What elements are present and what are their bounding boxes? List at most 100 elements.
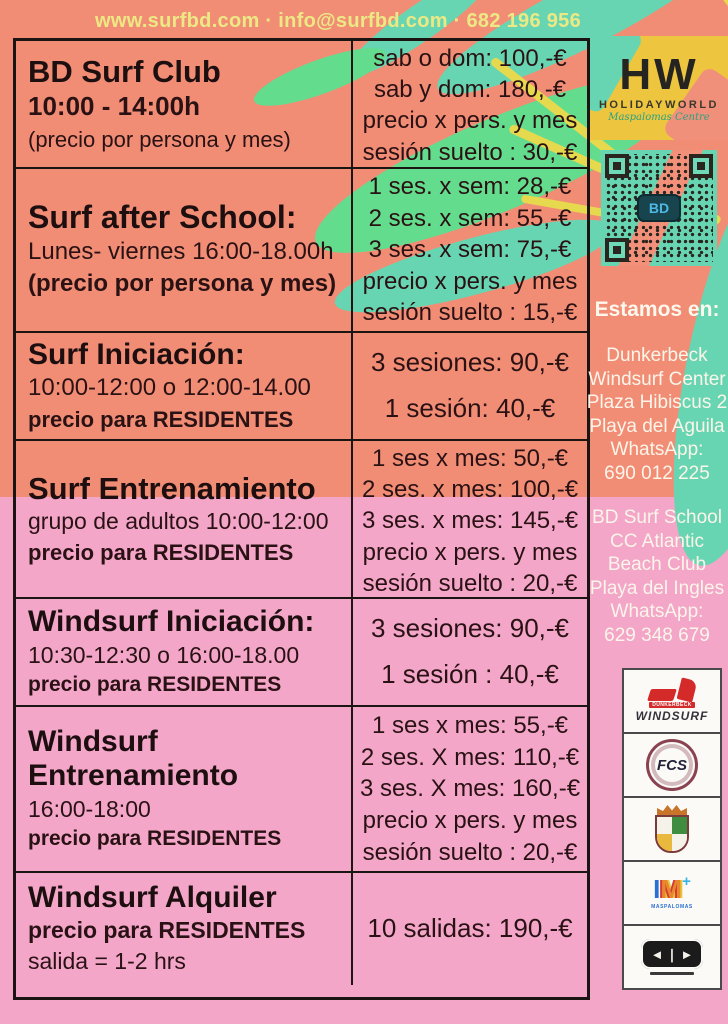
location-line: Playa del Aguila: [589, 415, 725, 437]
price-line: precio x pers. y mes: [362, 107, 578, 135]
price-cell: 1 ses. x sem: 28,-€ 2 ses. x sem: 55,-€ …: [353, 169, 587, 331]
service-title: Surf Entrenamiento: [28, 470, 316, 506]
price-line: 3 ses. x sem: 75,-€: [368, 236, 572, 264]
service-cell: Windsurf Alquiler precio para RESIDENTES…: [16, 873, 353, 985]
fcs-text: FCS: [657, 756, 687, 774]
dunkerbeck-logo-icon: [647, 677, 698, 703]
price-line: 1 ses. x sem: 28,-€: [368, 173, 572, 201]
price-line: precio x pers. y mes: [362, 267, 578, 295]
location-phone: 690 012 225: [604, 462, 710, 484]
price-line: sesión suelto : 15,-€: [362, 299, 578, 327]
service-schedule: salida = 1-2 hrs: [28, 948, 186, 975]
table-row-bd-surf-club: BD Surf Club 10:00 - 14:00h (precio por …: [16, 41, 587, 169]
arrows-badge-icon: ◄ ❘ ►: [641, 939, 703, 969]
service-title: Surf Iniciación:: [28, 337, 245, 371]
holidayworld-logo: HW HOLIDAYWORLD Maspalomas Centre: [590, 36, 728, 140]
location-line: Beach Club: [607, 554, 707, 575]
table-row-surf-iniciacion: Surf Iniciación: 10:00-12:00 o 12:00-14.…: [16, 333, 587, 441]
holidayworld-tagline: Maspalomas Centre: [608, 112, 710, 123]
price-line: 1 ses x mes: 55,-€: [371, 711, 569, 739]
service-title: Surf after School:: [28, 199, 297, 236]
sponsor-logos: DUNKERBECK WINDSURF FCS I M + MASPALOMAS: [622, 668, 722, 990]
service-cell: Windsurf Entrenamiento 16:00-18:00 preci…: [16, 707, 353, 871]
qr-finder-icon: [689, 154, 713, 178]
windsurf-label: WINDSURF: [635, 709, 709, 723]
service-title: Windsurf: [28, 724, 158, 758]
dunkerbeck-windsurf-logo: DUNKERBECK WINDSURF: [622, 668, 722, 734]
location-line: Plaza Hibiscus 2: [586, 392, 728, 413]
maspalomas-letter: I: [653, 874, 661, 904]
maspalomas-plus: +: [682, 873, 691, 890]
maspalomas-letter: M: [660, 874, 683, 904]
location-dunkerbeck: Dunkerbeck Windsurf Center Plaza Hibiscu…: [584, 344, 728, 485]
location-line: CC Atlantic: [610, 530, 704, 552]
price-line: 1 sesión: 40,-€: [384, 392, 556, 423]
price-line: precio x pers. y mes: [362, 538, 578, 566]
location-line: Playa del Ingles: [589, 577, 725, 599]
price-cell: 10 salidas: 190,-€: [353, 873, 587, 985]
table-row-surf-after-school: Surf after School: Lunes- viernes 16:00-…: [16, 169, 587, 333]
price-cell: 3 sesiones: 90,-€ 1 sesión : 40,-€: [353, 599, 587, 705]
service-schedule: Lunes- viernes 16:00-18.00h: [28, 238, 334, 265]
service-note: (precio por persona y mes): [28, 126, 291, 152]
location-line: BD Surf School: [592, 507, 722, 528]
table-row-windsurf-entrenamiento: Windsurf Entrenamiento 16:00-18:00 preci…: [16, 707, 587, 873]
table-row-windsurf-alquiler: Windsurf Alquiler precio para RESIDENTES…: [16, 873, 587, 985]
service-title-line2: Entrenamiento: [28, 759, 239, 793]
dunkerbeck-brand-text: DUNKERBECK: [649, 702, 695, 708]
location-line: WhatsApp:: [610, 439, 704, 460]
price-line: 3 ses. x mes: 145,-€: [361, 507, 579, 535]
sun-ray-decoration: [662, 0, 728, 34]
price-line: 3 sesiones: 90,-€: [370, 347, 569, 378]
price-line: 1 sesión : 40,-€: [381, 658, 559, 689]
location-line: Dunkerbeck: [606, 345, 708, 366]
service-cell: BD Surf Club 10:00 - 14:00h (precio por …: [16, 41, 353, 167]
price-line: 3 sesiones: 90,-€: [370, 613, 569, 644]
price-line: sab o dom: 100,-€: [373, 45, 567, 72]
qr-finder-icon: [605, 238, 629, 262]
qr-code: BD: [601, 150, 717, 266]
arrows-sport-logo: ◄ ❘ ►: [622, 924, 722, 990]
service-note: precio para RESIDENTES: [28, 826, 282, 850]
price-line: 2 ses. x mes: 100,-€: [361, 476, 579, 504]
service-note: precio para RESIDENTES: [28, 539, 294, 565]
contact-line: www.surfbd.com · info@surfbd.com · 682 1…: [95, 10, 581, 32]
price-cell: 1 ses x mes: 55,-€ 2 ses. X mes: 110,-€ …: [353, 707, 587, 871]
service-title: BD Surf Club: [28, 53, 221, 89]
service-schedule: 10:00-12:00 o 12:00-14.00: [28, 374, 311, 402]
fcs-seal-icon: FCS: [646, 739, 698, 791]
price-cell: sab o dom: 100,-€ sab y dom: 180,-€ prec…: [353, 41, 587, 167]
maspalomas-mark-icon: I M +: [653, 873, 691, 904]
location-bd-surf-school: BD Surf School CC Atlantic Beach Club Pl…: [584, 506, 728, 647]
price-line: sesión suelto : 30,-€: [362, 138, 578, 166]
service-schedule: 10:30-12:30 o 16:00-18.00: [28, 641, 300, 668]
arrows-caption-decoration: [650, 972, 694, 975]
price-line: 1 ses x mes: 50,-€: [371, 445, 569, 472]
service-cell: Windsurf Iniciación: 10:30-12:30 o 16:00…: [16, 599, 353, 705]
location-phone: 629 348 679: [604, 624, 710, 646]
service-cell: Surf after School: Lunes- viernes 16:00-…: [16, 169, 353, 331]
service-cell: Surf Iniciación: 10:00-12:00 o 12:00-14.…: [16, 333, 353, 439]
table-row-windsurf-iniciacion: Windsurf Iniciación: 10:30-12:30 o 16:00…: [16, 599, 587, 707]
holidayworld-initials: HW: [619, 50, 699, 99]
qr-center-logo: BD: [637, 194, 681, 222]
locations-heading: Estamos en:: [594, 298, 720, 321]
service-title: Windsurf Iniciación:: [28, 605, 315, 639]
table-row-surf-entrenamiento: Surf Entrenamiento grupo de adultos 10:0…: [16, 441, 587, 599]
municipal-coat-of-arms: [622, 796, 722, 862]
service-note: precio para RESIDENTES: [28, 406, 294, 432]
maspalomas-caption: MASPALOMAS: [651, 904, 693, 910]
qr-finder-icon: [605, 154, 629, 178]
price-line: sesión suelto : 20,-€: [362, 569, 578, 597]
price-cell: 1 ses x mes: 50,-€ 2 ses. x mes: 100,-€ …: [353, 441, 587, 597]
location-line: Windsurf Center: [588, 368, 726, 390]
service-schedule: 16:00-18:00: [28, 795, 151, 822]
price-line: sab y dom: 180,-€: [373, 76, 567, 104]
fcs-logo: FCS: [622, 732, 722, 798]
service-cell: Surf Entrenamiento grupo de adultos 10:0…: [16, 441, 353, 597]
price-line: precio x pers. y mes: [362, 807, 578, 835]
price-line: sesión suelto : 20,-€: [362, 839, 578, 867]
price-line: 2 ses. x sem: 55,-€: [368, 204, 572, 232]
service-note: (precio por persona y mes): [28, 270, 337, 298]
